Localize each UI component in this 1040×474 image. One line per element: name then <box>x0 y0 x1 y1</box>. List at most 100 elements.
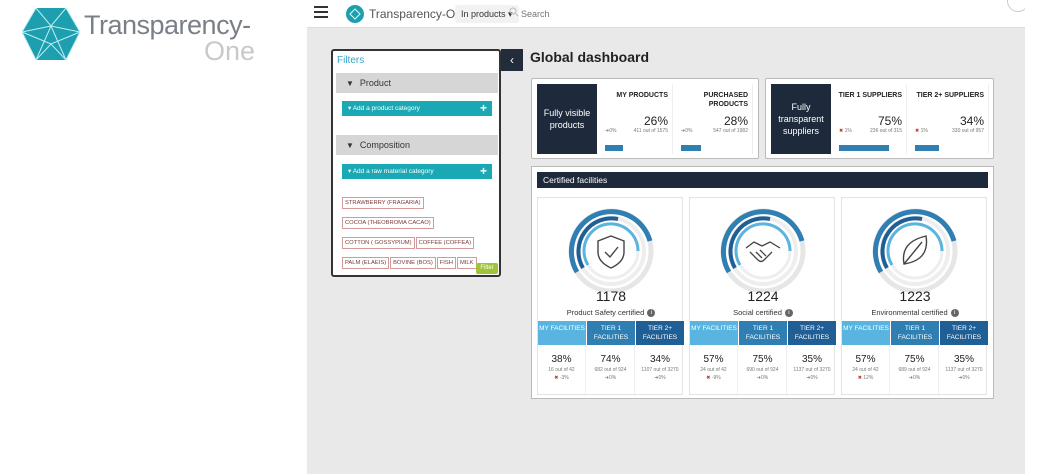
gem-logo-icon <box>21 7 81 61</box>
tile-tier2-facilities[interactable]: TIER 2+ FACILITIES <box>788 321 836 345</box>
gauge-chart <box>720 208 806 292</box>
value-trend: ➜0% <box>756 375 769 381</box>
stat-detail: 547 out of 1982 <box>713 128 748 134</box>
facility-value-tier1: 75% 690 out of 924 ➜0% <box>739 346 787 396</box>
tier1-suppliers-stat[interactable]: TIER 1 SUPPLIERS 75% ✖ 1% 236 out of 315 <box>835 84 907 154</box>
facility-name-label: Product Safety certified <box>566 308 645 317</box>
composition-section-label: Composition <box>359 140 410 150</box>
material-tag[interactable]: STRAWBERRY (FRAGARIA) <box>342 197 424 209</box>
tile-my-facilities[interactable]: MY FACILITIES <box>842 321 890 345</box>
material-tag[interactable]: COTTON ( GOSSYPIUM) <box>342 237 415 249</box>
trend-down-icon: ✖ <box>915 128 921 134</box>
info-icon[interactable]: i <box>784 309 793 318</box>
tile-tier2-facilities[interactable]: TIER 2+ FACILITIES <box>940 321 988 345</box>
my-products-stat[interactable]: MY PRODUCTS 26% ➜0% 411 out of 1575 <box>601 84 673 154</box>
value-trend: ✖ -9% <box>690 375 737 381</box>
tile-tier1-facilities[interactable]: TIER 1 FACILITIES <box>739 321 787 345</box>
tier2-suppliers-stat[interactable]: TIER 2+ SUPPLIERS 34% ✖ 1% 330 out of 95… <box>911 84 989 154</box>
facility-value-my: 57% 24 out of 42 ✖ 12% <box>842 346 890 396</box>
info-icon[interactable]: i <box>950 309 959 318</box>
caret-icon: ▾ <box>348 168 353 175</box>
stat-trend-value: 1% <box>844 128 852 134</box>
material-tag[interactable]: FISH <box>436 257 456 269</box>
facility-name-label: Social certified <box>733 308 782 317</box>
tile-my-facilities[interactable]: MY FACILITIES <box>690 321 738 345</box>
value-percent: 75% <box>904 354 925 365</box>
value-trend: ➜0% <box>806 375 818 381</box>
value-detail: 1137 out of 3270 <box>945 367 983 373</box>
material-tag[interactable]: COCOA (THEOBROMA CACAO) <box>342 217 434 229</box>
value-trend: ✖ 12% <box>842 375 889 381</box>
caret-icon: ▾ <box>348 105 353 112</box>
tile-tier2-facilities[interactable]: TIER 2+ FACILITIES <box>636 321 684 345</box>
products-group: Fully visible products MY PRODUCTS 26% ➜… <box>531 78 759 159</box>
value-detail: 1137 out of 3270 <box>793 367 831 373</box>
app-name: Transparency-One <box>369 7 469 21</box>
filter-button[interactable]: Filter <box>476 263 498 274</box>
facility-name: Social certified i <box>690 308 836 318</box>
material-tags: STRAWBERRY (FRAGARIA) COCOA (THEOBROMA C… <box>342 191 492 271</box>
brand-word-1: Transparency- <box>84 10 251 40</box>
add-raw-material-label: Add a raw material category <box>352 168 434 175</box>
brand-word-2: One <box>204 36 256 66</box>
product-section-label: Product <box>359 78 391 88</box>
facility-name: Environmental certified i <box>842 308 988 318</box>
value-trend: ➜0% <box>958 375 970 381</box>
tile-tier1-facilities[interactable]: TIER 1 FACILITIES <box>587 321 635 345</box>
page-title: Global dashboard <box>530 49 650 65</box>
value-percent: 57% <box>855 354 876 365</box>
plus-icon: + <box>479 164 487 178</box>
add-raw-material-button[interactable]: ▾ Add a raw material category + <box>342 164 492 179</box>
value-percent: 34% <box>649 354 670 365</box>
stat-detail: 236 out of 315 <box>870 128 902 134</box>
collapse-filters-button[interactable]: ‹ <box>501 49 523 71</box>
stat-trend: ➜0% <box>605 128 617 134</box>
facility-card-safety[interactable]: 1178 Product Safety certified i MY FACILI… <box>537 197 684 396</box>
progress-bar <box>915 145 939 151</box>
value-trend-text: 0% <box>810 375 818 381</box>
plus-icon: + <box>479 101 487 115</box>
facility-card-social[interactable]: 1224 Social certified i MY FACILITIES TIE… <box>689 197 836 396</box>
progress-bar <box>681 145 701 151</box>
stat-detail: 330 out of 957 <box>952 128 984 134</box>
info-icon[interactable]: i <box>647 309 656 318</box>
certified-facilities-header: Certified facilities <box>537 172 988 188</box>
chevron-down-icon: ▼ <box>346 79 354 88</box>
value-percent: 75% <box>752 354 773 365</box>
stat-label: TIER 2+ SUPPLIERS <box>916 92 985 99</box>
composition-section-toggle[interactable]: ▼ Composition <box>336 135 498 155</box>
certified-facilities-panel: Certified facilities 1178 Product Saf <box>531 166 994 399</box>
material-tag[interactable]: MILK <box>456 257 477 269</box>
purchased-products-stat[interactable]: PURCHASED PRODUCTS 28% ➜0% 547 out of 19… <box>677 84 753 154</box>
add-product-category-button[interactable]: ▾ Add a product category + <box>342 101 492 116</box>
value-trend: ➜0% <box>908 375 921 381</box>
material-tag[interactable]: COFFEE (COFFEA) <box>415 237 475 249</box>
facility-value-tier1: 75% 689 out of 924 ➜0% <box>891 346 939 396</box>
value-detail: 1107 out of 3270 <box>641 367 679 373</box>
facility-name: Product Safety certified i <box>538 308 684 318</box>
app-logo-icon[interactable] <box>345 4 365 24</box>
product-section-toggle[interactable]: ▼ Product <box>336 73 498 93</box>
tile-my-facilities[interactable]: MY FACILITIES <box>538 321 586 345</box>
right-margin <box>1025 0 1040 474</box>
facility-card-environmental[interactable]: 1223 Environmental certified i MY FACILIT… <box>841 197 988 396</box>
value-trend-text: 0% <box>608 375 617 381</box>
value-detail: 24 out of 42 <box>852 367 879 373</box>
search-icon <box>509 7 519 17</box>
value-detail: 24 out of 42 <box>700 367 727 373</box>
leaf-icon <box>902 235 928 265</box>
scope-select[interactable]: In products ▾ <box>455 5 519 23</box>
value-percent: 57% <box>703 354 724 365</box>
hamburger-menu-icon[interactable] <box>314 6 328 18</box>
help-button[interactable] <box>1007 0 1025 12</box>
stat-trend-value: 1% <box>920 128 928 134</box>
stat-trend-value: 0% <box>609 128 617 134</box>
search-input[interactable] <box>521 5 681 23</box>
value-trend-text: 12% <box>863 375 874 381</box>
material-tag[interactable]: BOVINE (BOS) <box>390 257 436 269</box>
trend-down-icon: ✖ <box>857 375 864 381</box>
stat-label: PURCHASED PRODUCTS <box>703 92 748 108</box>
gauge-chart <box>568 208 654 292</box>
tile-tier1-facilities[interactable]: TIER 1 FACILITIES <box>891 321 939 345</box>
material-tag[interactable]: PALM (ELAEIS) <box>342 257 390 269</box>
